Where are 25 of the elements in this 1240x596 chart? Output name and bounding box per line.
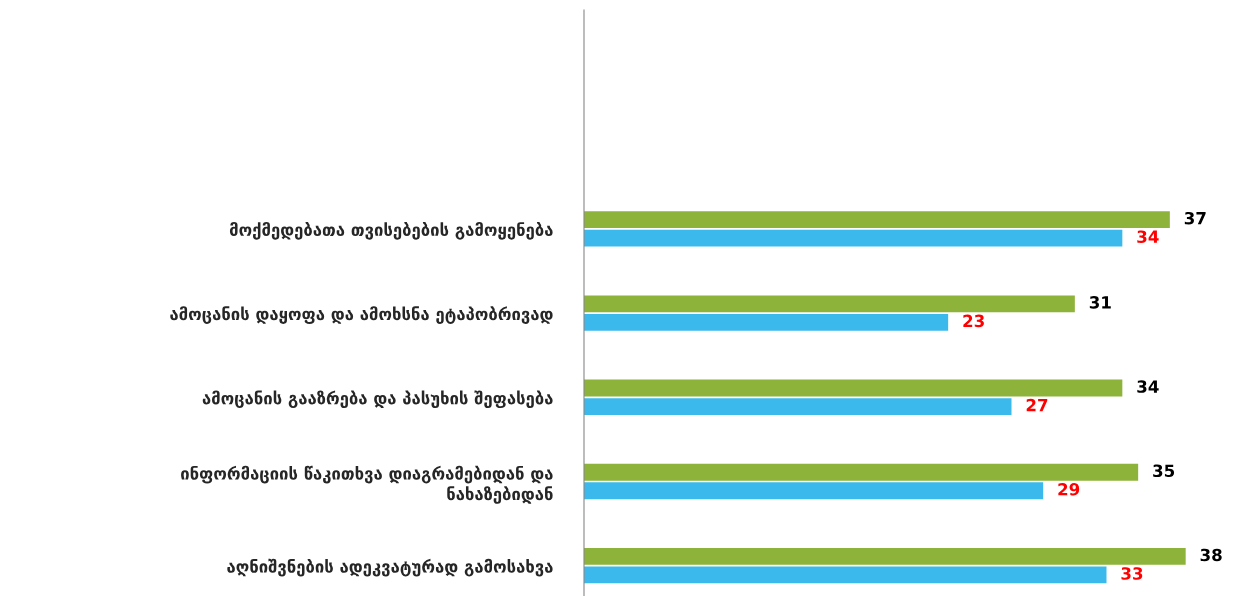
data-label: 34: [1137, 380, 1159, 393]
bar: [584, 398, 1012, 415]
data-label: 34: [1137, 230, 1159, 244]
data-label: 29: [1058, 482, 1080, 496]
y-tick-label: მოქმედებათა თვისებების გამოყენება: [229, 222, 553, 240]
data-label: 31: [1089, 296, 1111, 309]
bar: [584, 211, 1170, 229]
data-label: 27: [1026, 398, 1048, 412]
bar: [584, 295, 1075, 313]
data-label: 33: [1121, 567, 1143, 580]
bar: [584, 482, 1044, 500]
bar: [584, 463, 1139, 481]
y-tick-label: აღნიშვნების ადეკვატურად გამოსახვა: [227, 558, 553, 577]
bar: [584, 229, 1123, 247]
bar: [584, 548, 1186, 565]
bar: [584, 379, 1123, 397]
data-label: 38: [1200, 548, 1222, 562]
y-tick-label: ამოცანის დაყოფა და ამოხსნა ეტაპობრივად: [170, 306, 553, 324]
y-tick-label: ამოცანის გააზრება და პასუხის შეფასება: [202, 390, 553, 409]
bar: [584, 313, 949, 331]
y-tick-label: ინფორმაციის წაკითხვა დიაგრამებიდან და ნახაზებიდან: [181, 465, 553, 504]
data-label: 37: [1184, 211, 1206, 225]
data-label: 23: [963, 314, 984, 328]
bar: [584, 566, 1107, 584]
data-label: 35: [1153, 464, 1175, 478]
